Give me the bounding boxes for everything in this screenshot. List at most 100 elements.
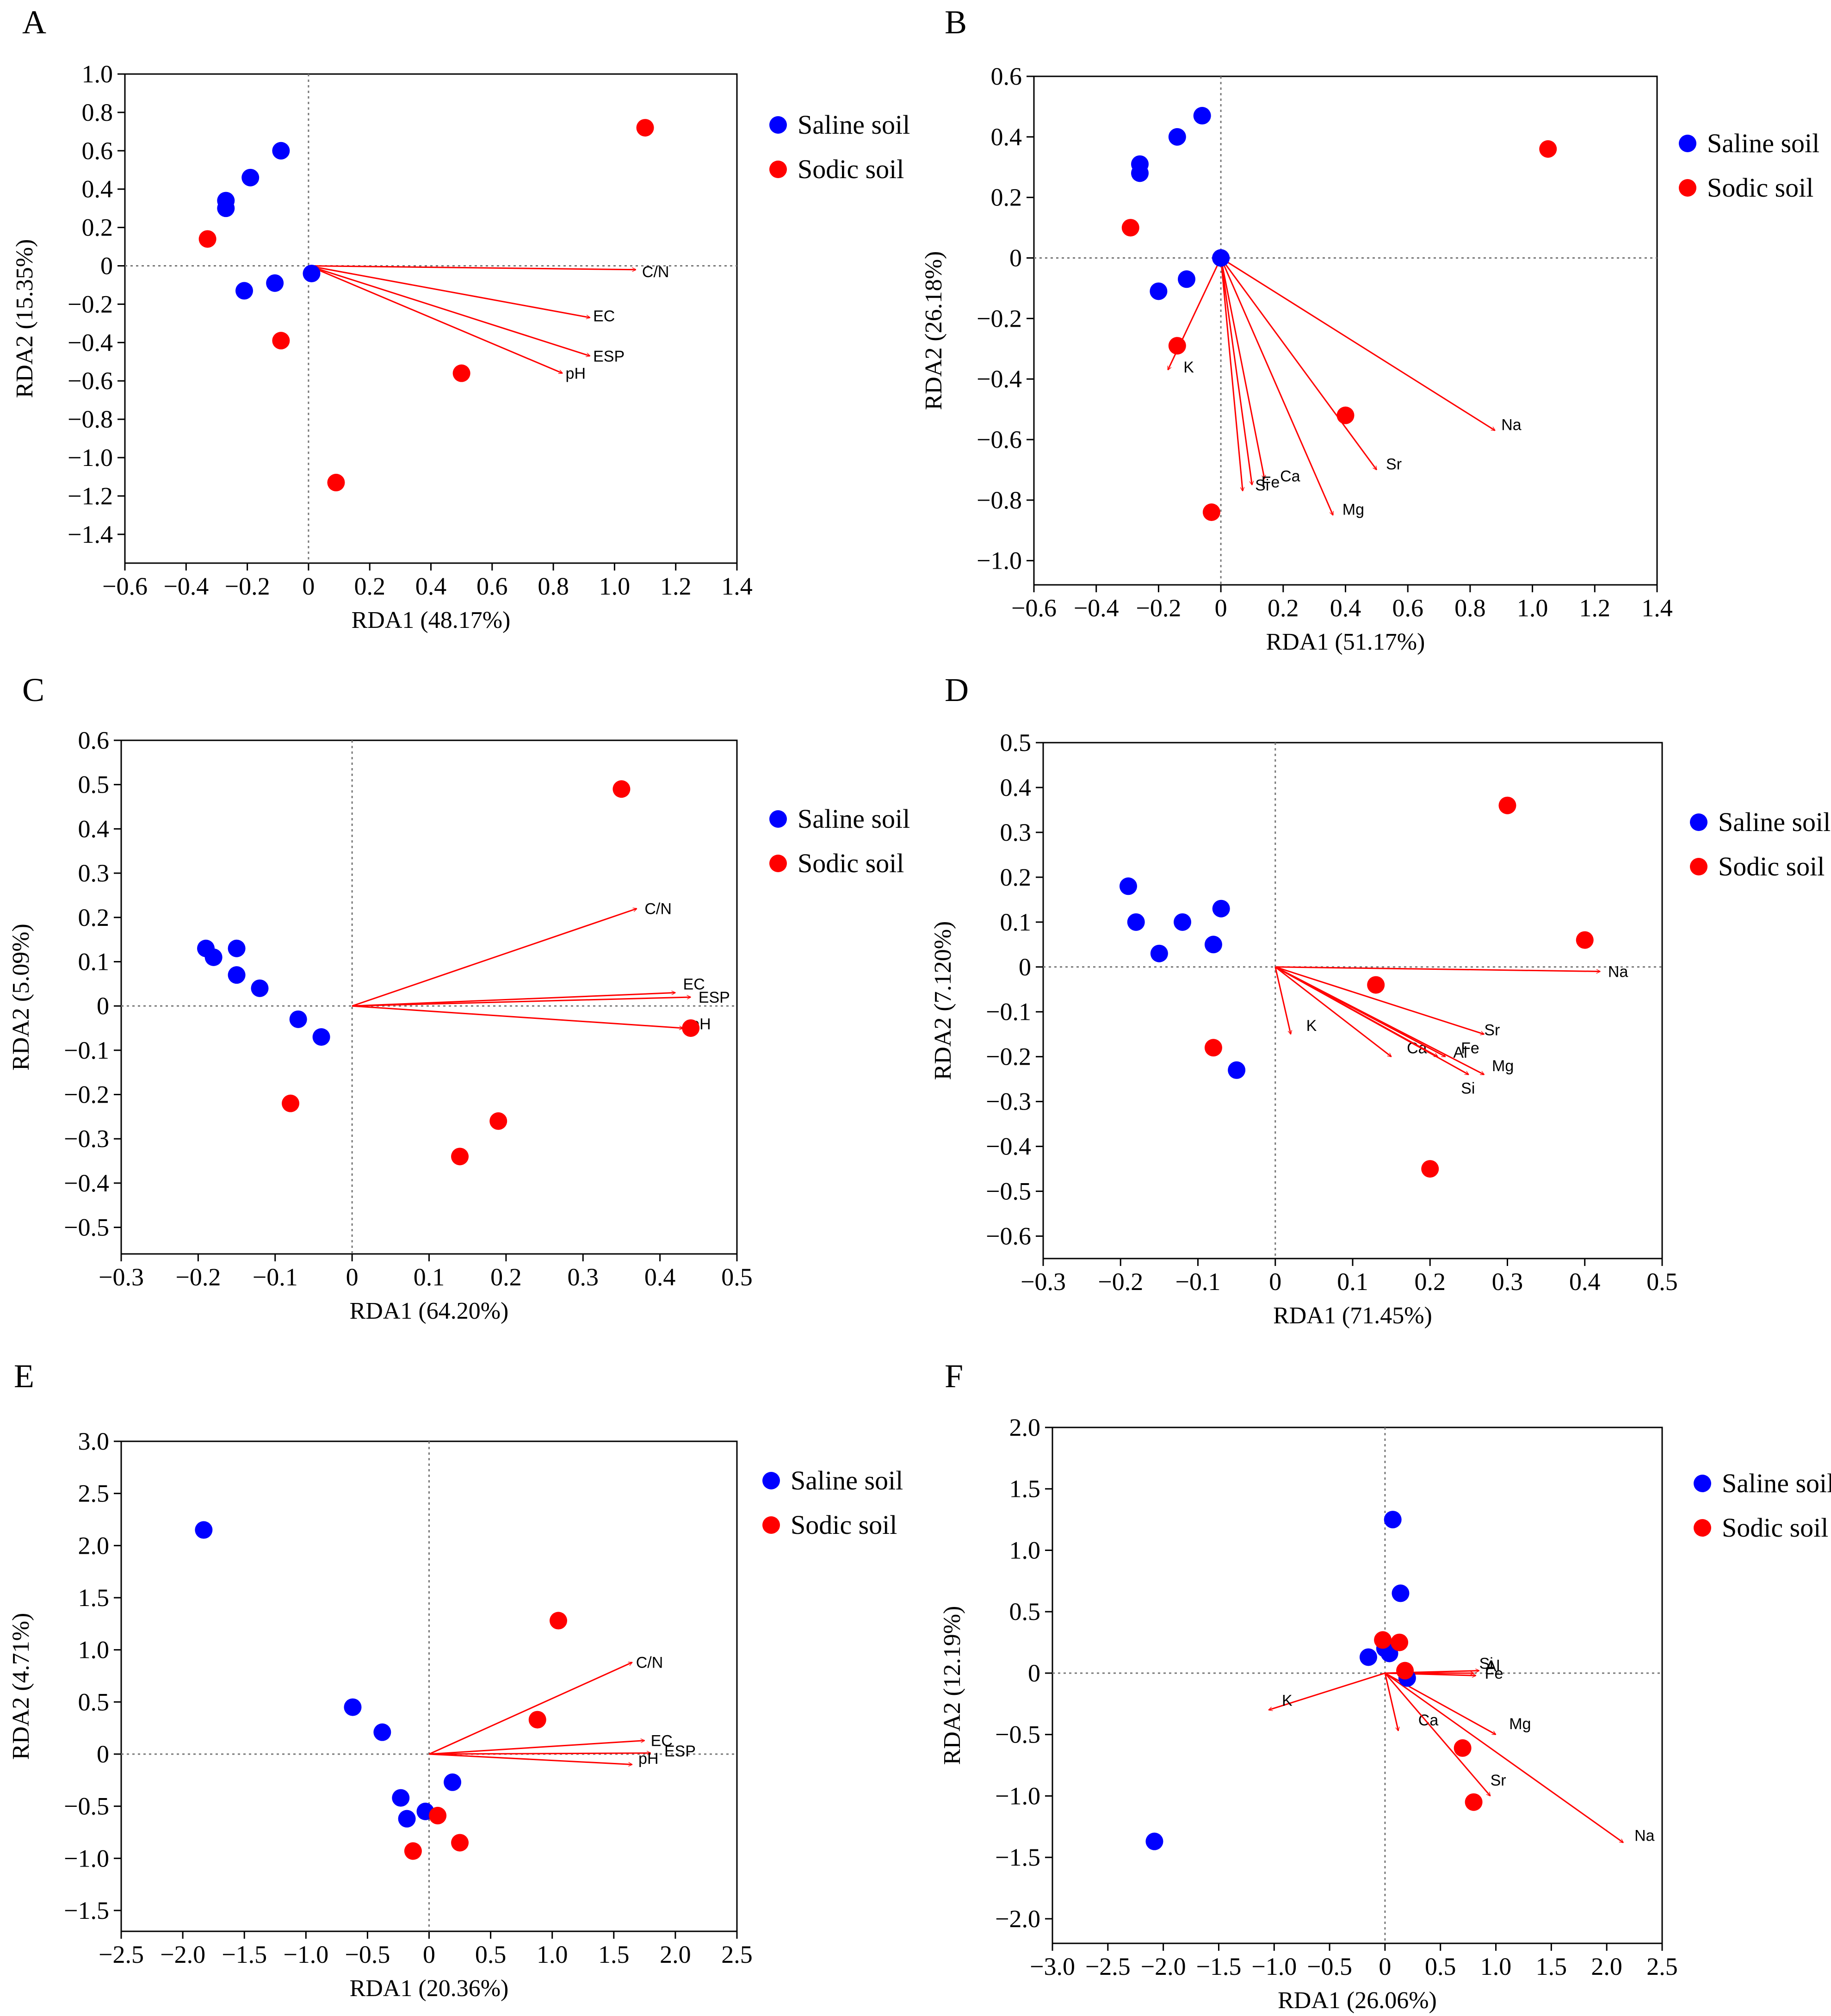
y-tick-label: 1.0: [78, 1636, 110, 1664]
vector-arrow-ph: [352, 1006, 683, 1028]
x-tick-label: 0.6: [1392, 594, 1423, 622]
x-tick-label: −0.4: [163, 572, 209, 600]
y-tick-label: 2.0: [78, 1532, 110, 1559]
y-tick-label: 2.0: [1009, 1414, 1041, 1441]
y-tick-label: 1.0: [1009, 1536, 1041, 1564]
y-tick-label: −0.8: [977, 486, 1022, 514]
x-tick-label: −0.3: [99, 1263, 144, 1291]
saline-soil-point: [228, 940, 246, 957]
x-tick-label: −1.0: [1251, 1953, 1297, 1980]
vector-label: Na: [1634, 1827, 1655, 1844]
saline-soil-point: [1205, 936, 1222, 953]
legend-marker-sodic: [769, 161, 787, 178]
y-tick-label: 0: [97, 992, 109, 1020]
y-tick-label: 1.0: [82, 60, 113, 88]
y-tick-label: −0.4: [977, 365, 1022, 393]
plot-frame: [1052, 1427, 1662, 1943]
saline-soil-point: [1360, 1648, 1377, 1666]
panel-f: F−3.0−2.5−2.0−1.5−1.0−0.500.51.01.52.02.…: [939, 1358, 1831, 2014]
x-tick-label: −2.5: [1085, 1953, 1131, 1980]
saline-soil-point: [1384, 1511, 1402, 1528]
y-tick-label: −0.3: [986, 1088, 1031, 1116]
x-tick-label: 0: [346, 1263, 359, 1291]
saline-soil-point: [205, 949, 223, 966]
vector-label: Na: [1501, 416, 1522, 434]
sodic-soil-point: [282, 1095, 299, 1112]
legend-marker-sodic: [762, 1516, 780, 1534]
y-tick-label: 0.6: [78, 726, 110, 754]
sodic-soil-point: [1499, 797, 1516, 814]
panel-a: A−0.6−0.4−0.200.20.40.60.81.01.21.41.00.…: [12, 4, 910, 633]
y-axis-title: RDA2 (26.18%): [921, 251, 947, 410]
y-tick-label: −0.5: [64, 1793, 109, 1820]
x-tick-label: 0: [1215, 594, 1227, 622]
vector-label: Sr: [1491, 1772, 1506, 1789]
panel-label: A: [22, 4, 46, 41]
sodic-soil-point: [550, 1612, 567, 1630]
x-tick-label: 2.5: [1646, 1953, 1678, 1980]
y-tick-label: −1.4: [68, 521, 113, 548]
sodic-soil-point: [1169, 337, 1186, 354]
saline-soil-point: [392, 1789, 409, 1807]
panel-label: F: [945, 1358, 963, 1395]
x-axis-title: RDA1 (26.06%): [1278, 1987, 1437, 2014]
sodic-soil-point: [453, 365, 470, 382]
x-tick-label: −1.5: [222, 1941, 267, 1968]
x-tick-label: −0.2: [225, 572, 270, 600]
x-tick-label: 0: [1379, 1953, 1391, 1980]
vector-label: Fe: [1485, 1665, 1503, 1682]
x-tick-label: −1.0: [283, 1941, 328, 1968]
y-tick-label: −0.6: [68, 367, 113, 395]
x-tick-label: 0.5: [1425, 1953, 1456, 1980]
saline-soil-point: [398, 1810, 416, 1828]
saline-soil-point: [1228, 1061, 1245, 1079]
y-tick-label: −0.5: [64, 1214, 109, 1241]
legend-marker-sodic: [1694, 1519, 1711, 1537]
y-tick-label: −0.4: [68, 329, 113, 356]
y-tick-label: −1.2: [68, 482, 113, 510]
vector-label: Na: [1608, 963, 1628, 980]
saline-soil-point: [272, 142, 290, 160]
y-tick-label: 0.2: [82, 214, 113, 242]
y-tick-label: 0.6: [82, 137, 113, 165]
x-tick-label: 0.2: [1268, 594, 1299, 622]
x-tick-label: 0.1: [1337, 1268, 1368, 1296]
sodic-soil-point: [1391, 1634, 1408, 1651]
panel-label: E: [14, 1358, 34, 1395]
vector-label: Mg: [1509, 1715, 1531, 1733]
x-tick-label: 1.0: [599, 572, 631, 600]
saline-soil-point: [251, 980, 268, 997]
legend-marker-saline: [1679, 135, 1696, 152]
vector-label: Ca: [1280, 468, 1300, 485]
sodic-soil-point: [1203, 503, 1220, 521]
sodic-soil-point: [327, 474, 345, 491]
legend-label-saline: Saline soil: [798, 804, 910, 834]
saline-soil-point: [228, 966, 246, 984]
x-tick-label: −2.5: [99, 1941, 144, 1968]
x-tick-label: 0: [423, 1941, 435, 1968]
saline-soil-point: [235, 282, 253, 299]
y-tick-label: −0.5: [995, 1721, 1040, 1749]
sodic-soil-point: [451, 1834, 469, 1851]
x-tick-label: 1.0: [537, 1941, 568, 1968]
vector-arrow-ph: [429, 1754, 632, 1765]
y-tick-label: 0: [1019, 953, 1031, 981]
vector-label: K: [1282, 1692, 1293, 1709]
legend-marker-sodic: [1679, 179, 1696, 197]
x-tick-label: −2.0: [160, 1941, 205, 1968]
legend-marker-sodic: [1690, 858, 1707, 875]
x-tick-label: 1.2: [660, 572, 692, 600]
sodic-soil-point: [529, 1711, 546, 1729]
y-tick-label: 0.5: [1009, 1598, 1041, 1625]
vector-label: pH: [566, 365, 586, 383]
vector-label: Mg: [1492, 1057, 1514, 1075]
y-tick-label: −0.1: [64, 1036, 109, 1064]
vector-label: C/N: [642, 263, 669, 281]
x-tick-label: 0.2: [490, 1263, 522, 1291]
sodic-soil-point: [1374, 1631, 1392, 1649]
vector-label: ESP: [664, 1743, 696, 1760]
y-tick-label: 0.8: [82, 99, 113, 126]
x-tick-label: −3.0: [1030, 1953, 1075, 1980]
x-tick-label: 0.8: [1454, 594, 1486, 622]
saline-soil-point: [217, 199, 235, 217]
